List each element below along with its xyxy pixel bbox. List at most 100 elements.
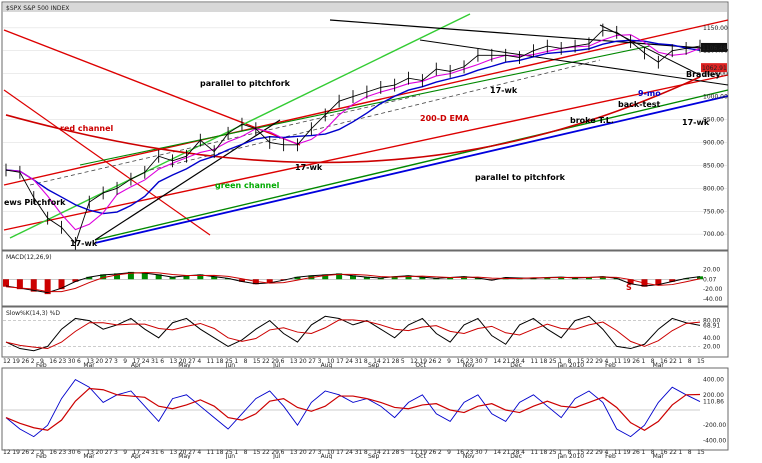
x-tick-month: Mar bbox=[653, 453, 665, 459]
x-tick-day: 17 bbox=[133, 358, 141, 365]
x-tick-day: 3 bbox=[318, 449, 322, 456]
x-tick-day: 15 bbox=[253, 358, 261, 365]
x-tick-month: Mar bbox=[83, 453, 95, 459]
macd-bar bbox=[405, 275, 412, 280]
price-panel-header bbox=[3, 3, 727, 12]
x-tick-day: 1 bbox=[641, 449, 645, 456]
macd-bar bbox=[391, 276, 398, 280]
x-tick-day: 15 bbox=[577, 449, 585, 456]
x-tick-day: 13 bbox=[170, 358, 178, 365]
x-tick-day: 6 bbox=[77, 449, 81, 456]
x-tick-month: Dec bbox=[510, 362, 522, 369]
x-tick-month: May bbox=[178, 453, 191, 459]
x-tick-day: 31 bbox=[355, 449, 363, 456]
x-tick-day: 6 bbox=[160, 358, 164, 365]
osc-red-line bbox=[5, 387, 701, 431]
macd-bar bbox=[100, 274, 107, 280]
red-channel-down-upper bbox=[3, 29, 301, 146]
broke-trendline-low bbox=[419, 39, 729, 86]
x-tick-day: 11 bbox=[530, 449, 538, 456]
x-tick-day: 7 bbox=[484, 358, 488, 365]
macd-bar bbox=[141, 272, 148, 280]
x-tick-day: 26 bbox=[632, 449, 640, 456]
macd-bar bbox=[669, 279, 676, 282]
x-tick-day: 15 bbox=[697, 358, 705, 365]
x-tick-day: 6 bbox=[281, 449, 285, 456]
x-tick-day: 3 bbox=[318, 358, 322, 365]
x-tick-day: 12 bbox=[3, 358, 11, 365]
x-tick-day: 8 bbox=[364, 358, 368, 365]
annotation-label: green channel bbox=[215, 181, 280, 190]
x-tick-day: 1 bbox=[558, 449, 562, 456]
stoch-tick-label: 80.00 bbox=[703, 318, 720, 325]
x-tick-day: 6 bbox=[77, 358, 81, 365]
x-tick-day: 4 bbox=[197, 449, 201, 456]
x-tick-day: 2 bbox=[438, 449, 442, 456]
x-tick-day: 27 bbox=[105, 449, 113, 456]
green-channel-lower bbox=[94, 89, 729, 241]
x-tick-day: 14 bbox=[373, 358, 381, 365]
x-tick-month: Jan 2010 bbox=[557, 453, 585, 459]
x-tick-day: 8 bbox=[688, 358, 692, 365]
x-tick-day: 22 bbox=[262, 449, 270, 456]
x-tick-day: 8 bbox=[567, 449, 571, 456]
x-tick-day: 10 bbox=[327, 449, 335, 456]
x-tick-day: 23 bbox=[466, 449, 474, 456]
price-line bbox=[5, 29, 701, 245]
x-tick-day: 16 bbox=[660, 449, 668, 456]
x-tick-day: 26 bbox=[22, 358, 30, 365]
macd-bar bbox=[377, 277, 384, 280]
macd-bar bbox=[86, 276, 93, 280]
x-tick-day: 8 bbox=[651, 449, 655, 456]
macd-bar bbox=[447, 277, 454, 280]
annotation-label: 200-D EMA bbox=[420, 114, 470, 123]
ema-value-label: 1062.91 bbox=[702, 65, 727, 72]
macd-bar bbox=[30, 279, 37, 292]
annotation-label: 9-mo bbox=[638, 89, 661, 98]
x-tick-day: 25 bbox=[549, 449, 557, 456]
price-tick-label: 950.00 bbox=[703, 117, 724, 124]
blue-trendline bbox=[94, 95, 729, 244]
x-tick-day: 3 bbox=[114, 449, 118, 456]
x-tick-day: 16 bbox=[49, 358, 57, 365]
x-tick-day: 24 bbox=[345, 358, 353, 365]
annotation-label: Bradley bbox=[686, 70, 721, 79]
x-tick-day: 16 bbox=[456, 449, 464, 456]
annotation-label: 17-wk bbox=[682, 118, 710, 127]
macd-label: MACD(12,26,9) bbox=[6, 254, 52, 261]
x-tick-month: Feb bbox=[605, 362, 616, 369]
x-tick-day: 24 bbox=[142, 358, 150, 365]
x-tick-day: 25 bbox=[225, 449, 233, 456]
macd-bar bbox=[585, 277, 592, 280]
x-tick-day: 28 bbox=[392, 358, 400, 365]
x-tick-day: 11 bbox=[530, 358, 538, 365]
x-tick-day: 26 bbox=[429, 358, 437, 365]
macd-bar bbox=[58, 279, 65, 290]
x-tick-month: Aug bbox=[321, 453, 333, 459]
x-tick-day: 11 bbox=[207, 358, 215, 365]
annotation-label: S bbox=[626, 283, 632, 292]
x-tick-day: 31 bbox=[151, 358, 159, 365]
x-tick-day: 22 bbox=[669, 449, 677, 456]
osc-blue-line bbox=[5, 379, 701, 438]
x-tick-day: 8 bbox=[244, 449, 248, 456]
x-tick-day: 27 bbox=[308, 449, 316, 456]
x-tick-day: 12 bbox=[3, 449, 11, 456]
price-tick-label: 700.00 bbox=[703, 231, 724, 238]
osc-tick-label: -200.00 bbox=[703, 422, 726, 429]
x-tick-day: 20 bbox=[179, 358, 187, 365]
x-tick-month: Nov bbox=[463, 362, 475, 369]
x-tick-day: 21 bbox=[503, 358, 511, 365]
macd-bar bbox=[127, 271, 134, 280]
x-tick-day: 4 bbox=[604, 358, 608, 365]
price-tick-label: 750.00 bbox=[703, 208, 724, 215]
macd-bar bbox=[183, 275, 190, 280]
x-tick-day: 21 bbox=[503, 449, 511, 456]
sma-blue-line bbox=[5, 39, 701, 215]
x-tick-day: 1 bbox=[678, 449, 682, 456]
price-tick-label: 850.00 bbox=[703, 162, 724, 169]
annotation-label: back-test bbox=[618, 100, 661, 109]
macd-bar bbox=[572, 277, 579, 280]
x-tick-day: 14 bbox=[493, 358, 501, 365]
x-tick-day: 5 bbox=[401, 358, 405, 365]
